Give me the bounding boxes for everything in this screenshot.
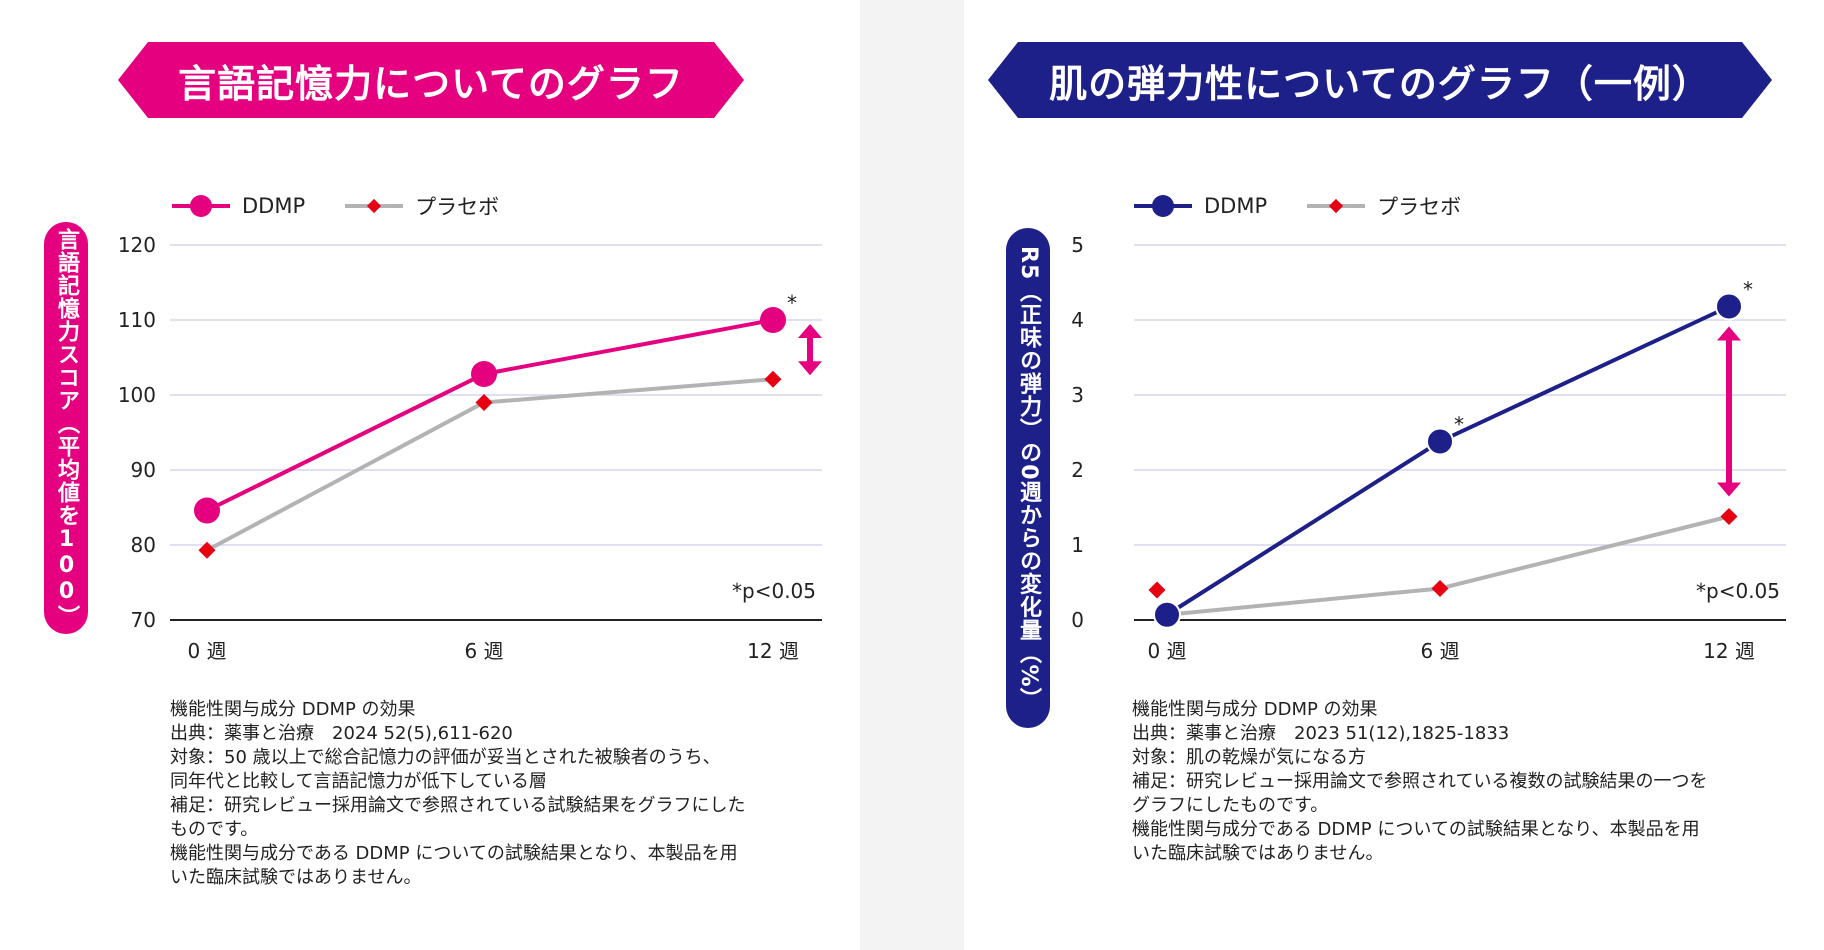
- y-tick-label: 70: [131, 608, 156, 632]
- y-tick-label: 0: [1071, 608, 1084, 632]
- data-point-placebo: [1431, 580, 1449, 597]
- note-line: いた臨床試験ではありません。: [170, 867, 422, 888]
- data-point-placebo: [475, 394, 493, 411]
- x-tick-label: 12 週: [1703, 639, 1755, 663]
- legend-marker-ddmp-icon: [1134, 195, 1192, 217]
- significance-note: *p<0.05: [1696, 579, 1780, 603]
- legend: DDMP プラセボ: [172, 192, 539, 220]
- legend-item-placebo: プラセボ: [345, 191, 499, 221]
- y-tick-label: 4: [1071, 308, 1084, 332]
- y-tick-label: 2: [1071, 458, 1084, 482]
- difference-arrow-icon: [1717, 326, 1741, 497]
- y-tick-label: 80: [131, 533, 156, 557]
- legend-label-placebo: プラセボ: [415, 195, 500, 219]
- significance-mark: *: [1454, 413, 1464, 437]
- data-point-ddmp: [1426, 427, 1454, 456]
- note-line: 機能性関与成分 DDMP の効果: [1132, 699, 1378, 720]
- y-axis-label: 言語記憶力スコア（平均値を100）: [44, 222, 88, 634]
- x-tick-label: 6 週: [464, 639, 503, 663]
- significance-mark: *: [787, 291, 797, 315]
- note-line: 補足：研究レビュー採用論文で参照されている試験結果をグラフにした: [170, 795, 746, 816]
- legend-label-placebo: プラセボ: [1377, 195, 1462, 219]
- data-point-ddmp: [471, 361, 497, 387]
- notes-left: 機能性関与成分 DDMP の効果出典：薬事と治療 2024 52(5),611-…: [170, 698, 745, 890]
- note-line: 補足：研究レビュー採用論文で参照されている複数の試験結果の一つを: [1132, 771, 1708, 792]
- y-tick-label: 110: [118, 308, 156, 332]
- data-point-ddmp: [760, 307, 786, 333]
- note-line: 同年代と比較して言語記憶力が低下している層: [170, 771, 547, 792]
- y-tick-label: 3: [1071, 383, 1084, 407]
- legend-item-ddmp: DDMP: [172, 194, 305, 218]
- chart-title: 肌の弾力性についてのグラフ（一例）: [1049, 61, 1711, 106]
- data-point-ddmp: [194, 497, 220, 524]
- note-line: 出典：薬事と治療 2023 51(12),1825-1833: [1132, 723, 1510, 744]
- y-axis-label: R5（正味の弾力）の0週からの変化量（%）: [1006, 228, 1050, 728]
- series-line-ddmp: [1165, 304, 1730, 617]
- series-line-placebo: [1166, 514, 1730, 617]
- note-line: 機能性関与成分である DDMP についての試験結果となり、本製品を用: [1132, 819, 1700, 840]
- chart-title-banner: 言語記憶力についてのグラフ: [118, 42, 744, 118]
- chart-title: 言語記憶力についてのグラフ: [178, 61, 684, 106]
- y-tick-label: 100: [118, 383, 156, 407]
- data-point-placebo: [1720, 508, 1738, 525]
- significance-note: *p<0.05: [732, 579, 816, 603]
- data-point-placebo: [764, 370, 782, 388]
- legend-marker-placebo-icon: [1307, 198, 1366, 214]
- note-line: 対象：肌の乾燥が気になる方: [1132, 747, 1366, 768]
- series-line-ddmp: [206, 318, 774, 513]
- y-tick-label: 5: [1071, 233, 1084, 257]
- difference-arrow-icon: [798, 324, 822, 376]
- note-line: 出典：薬事と治療 2024 52(5),611-620: [170, 723, 513, 744]
- chart-right: 0 1 2 3 4 5 0 週 6 週 12 週 * * *p<0.05: [1071, 233, 1786, 663]
- data-point-ddmp: [1715, 292, 1743, 321]
- legend-label-ddmp: DDMP: [1204, 194, 1268, 218]
- data-point-ddmp: [1153, 600, 1181, 629]
- significance-mark: *: [1743, 278, 1753, 302]
- y-tick-label: 1: [1071, 533, 1084, 557]
- note-line: グラフにしたものです。: [1132, 795, 1329, 816]
- x-tick-label: 6 週: [1420, 639, 1459, 663]
- legend-item-ddmp: DDMP: [1134, 194, 1267, 218]
- legend-marker-placebo-icon: [345, 198, 404, 214]
- legend-marker-ddmp-icon: [172, 195, 230, 217]
- y-tick-label: 120: [118, 233, 156, 257]
- note-line: 対象：50 歳以上で総合記憶力の評価が妥当とされた被験者のうち、: [170, 747, 721, 768]
- data-point-placebo: [1148, 581, 1166, 599]
- x-tick-label: 0 週: [1147, 639, 1186, 663]
- left-panel: 言語記憶力についてのグラフ DDMP プラセボ 言語記憶力スコア（平均値を100…: [0, 0, 860, 950]
- x-tick-label: 0 週: [187, 639, 226, 663]
- legend: DDMP プラセボ: [1134, 192, 1501, 220]
- note-line: いた臨床試験ではありません。: [1132, 843, 1384, 864]
- note-line: ものです。: [170, 819, 259, 840]
- legend-label-ddmp: DDMP: [242, 194, 306, 218]
- data-point-placebo: [198, 541, 216, 559]
- note-line: 機能性関与成分である DDMP についての試験結果となり、本製品を用: [170, 843, 738, 864]
- x-tick-label: 12 週: [747, 639, 799, 663]
- legend-item-placebo: プラセボ: [1307, 191, 1461, 221]
- chart-left: 70 80 90 100 110 120 0 週 6 週 12 週 * *p<0.05: [118, 233, 822, 663]
- right-panel: 肌の弾力性についてのグラフ（一例） DDMP プラセボ R5（正味の弾力）の0週…: [964, 0, 1824, 950]
- y-tick-label: 90: [131, 458, 156, 482]
- note-line: 機能性関与成分 DDMP の効果: [170, 699, 416, 720]
- notes-right: 機能性関与成分 DDMP の効果出典：薬事と治療 2023 51(12),182…: [1132, 698, 1707, 866]
- chart-title-banner: 肌の弾力性についてのグラフ（一例）: [988, 42, 1772, 118]
